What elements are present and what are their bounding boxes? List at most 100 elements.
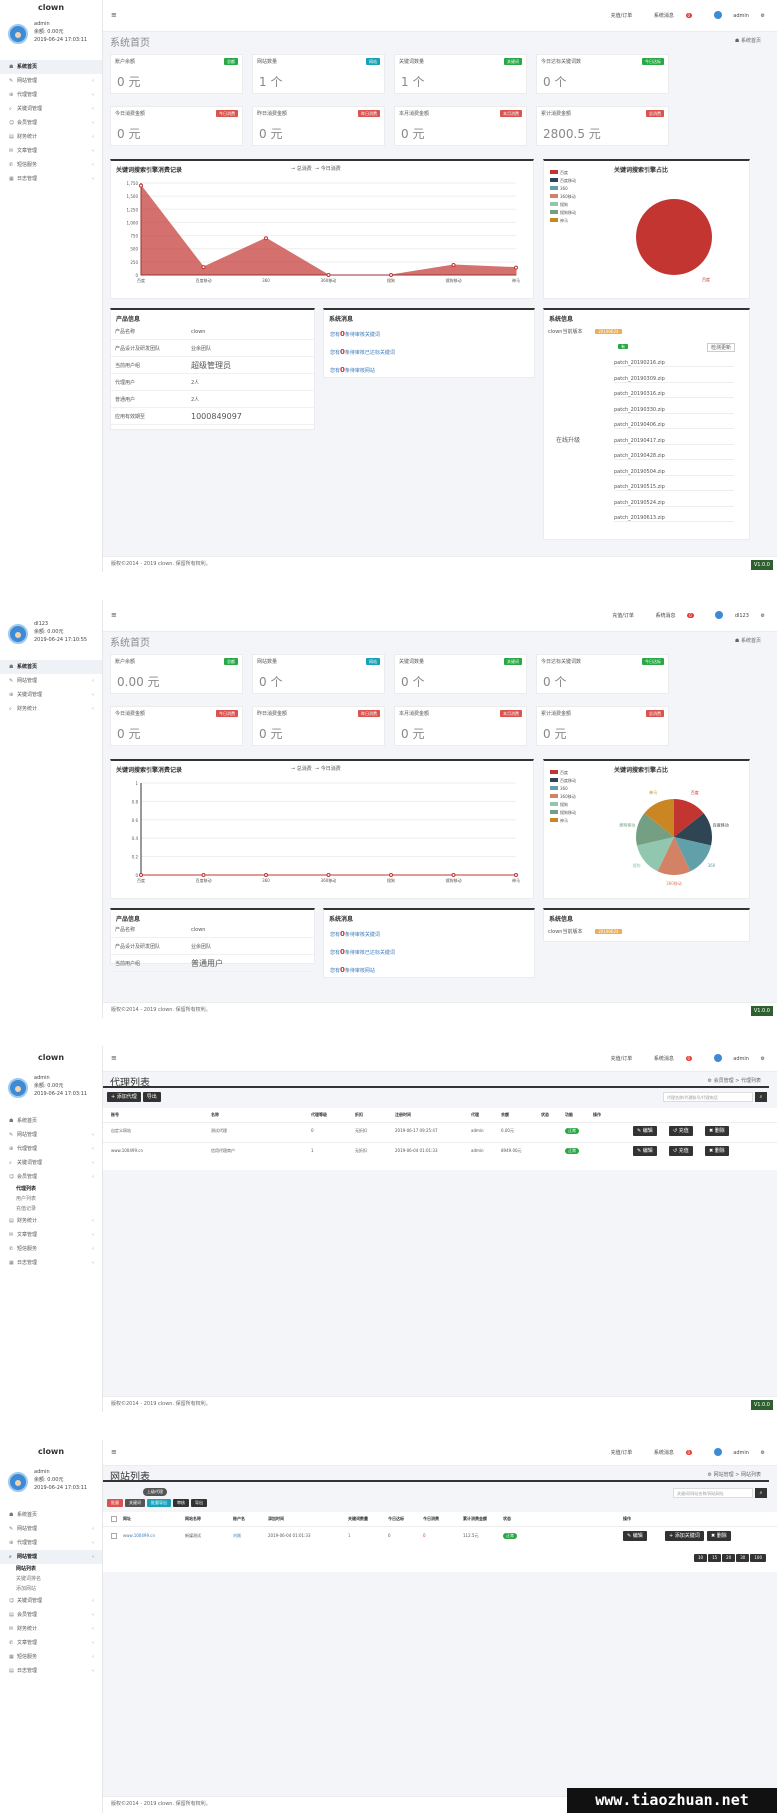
legend-item[interactable]: 神马: [550, 817, 576, 825]
avatar[interactable]: [8, 1472, 28, 1492]
sidebar-subitem[interactable]: 添加网站: [16, 1586, 37, 1592]
search-icon[interactable]: ⌕: [755, 1092, 767, 1102]
sidebar-item[interactable]: ☺ 会员管理 ‹: [0, 116, 102, 130]
sidebar-subitem[interactable]: 充值记录: [16, 1206, 37, 1212]
legend-item[interactable]: 360: [550, 185, 576, 193]
recharge-link[interactable]: 充值/订单: [610, 12, 633, 19]
settings-gear-icon[interactable]: ⚙: [760, 1449, 765, 1456]
export-button[interactable]: 导出: [142, 1092, 161, 1102]
row-action-button[interactable]: ↺ 充值: [669, 1126, 693, 1136]
recharge-link[interactable]: 充值/订单: [612, 612, 634, 619]
sidebar-item[interactable]: ✎ 网站管理 ‹: [0, 674, 102, 688]
legend-item[interactable]: 百度移动: [550, 777, 576, 785]
settings-gear-icon[interactable]: ⚙: [760, 1055, 765, 1062]
legend-item[interactable]: 360移动: [550, 793, 576, 801]
menu-toggle-icon[interactable]: ≡: [111, 1448, 117, 1456]
sidebar-item[interactable]: ⌕ 关键词管理 ‹: [0, 1156, 102, 1170]
settings-gear-icon[interactable]: ⚙: [760, 12, 765, 19]
legend-item[interactable]: 百度: [550, 769, 576, 777]
sidebar-item[interactable]: ⊕ 代理管理 ‹: [0, 88, 102, 102]
menu-toggle-icon[interactable]: ≡: [111, 1054, 117, 1062]
messages-link[interactable]: 系统消息 0: [645, 612, 694, 619]
breadcrumb[interactable]: ☗ 系统首页: [734, 638, 761, 644]
sidebar-item[interactable]: ☺ 关键词管理 ‹: [0, 1594, 102, 1608]
message-link[interactable]: 您有0条待审核网站: [330, 366, 375, 374]
sidebar-subitem[interactable]: 代理列表: [16, 1186, 37, 1192]
messages-link[interactable]: 系统消息 0: [644, 12, 693, 19]
patch-item[interactable]: patch_20190504.zip: [614, 469, 734, 476]
patch-item[interactable]: patch_20190515.zip: [614, 484, 734, 491]
legend-item[interactable]: 搜狗移动: [550, 809, 576, 817]
sidebar-item[interactable]: ☗ 系统首页: [0, 660, 102, 674]
page-size-button[interactable]: 30: [736, 1554, 750, 1562]
toolbar-button[interactable]: 导出: [191, 1499, 207, 1507]
sidebar-item[interactable]: ⌕ 网站管理 ‹: [0, 1550, 102, 1564]
page-size-button[interactable]: 100: [750, 1554, 766, 1562]
sidebar-item[interactable]: ▤ 财务统计 ‹: [0, 1214, 102, 1228]
sidebar-item[interactable]: ⊕ 代理管理 ‹: [0, 1142, 102, 1156]
sidebar-subitem[interactable]: 用户列表: [16, 1196, 37, 1202]
sidebar-item[interactable]: ☺ 会员管理 ‹: [0, 1170, 102, 1184]
row-action-button[interactable]: ✎ 编辑: [623, 1531, 647, 1541]
page-size-button[interactable]: 10: [693, 1554, 708, 1562]
sidebar-item[interactable]: ▤ 日志管理 ‹: [0, 1664, 102, 1678]
patch-item[interactable]: patch_20190316.zip: [614, 391, 734, 398]
user-menu[interactable]: admin: [704, 1448, 749, 1456]
sidebar-item[interactable]: ⊕ 代理管理 ‹: [0, 1536, 102, 1550]
sidebar-item[interactable]: ✎ 网站管理 ‹: [0, 74, 102, 88]
message-link[interactable]: 您有0条待审核网站: [330, 966, 375, 974]
sidebar-item[interactable]: ☗ 系统首页: [0, 1508, 102, 1522]
legend-item[interactable]: 搜狗: [550, 201, 576, 209]
pie-legend[interactable]: 百度 百度移动 360 360移动 搜狗 搜狗移动 神马: [550, 769, 576, 825]
message-link[interactable]: 您有0条待审核关键词: [330, 930, 380, 938]
legend-item[interactable]: 搜狗移动: [550, 209, 576, 217]
toolbar-button[interactable]: 批量: [107, 1499, 123, 1507]
breadcrumb[interactable]: ⚙ 会员管理 > 代理列表: [707, 1078, 761, 1084]
search-icon[interactable]: ⌕: [755, 1488, 767, 1498]
chart-legend[interactable]: ⊸ 总消费 ⊸ 今日消费: [291, 766, 341, 772]
sidebar-item[interactable]: ✉ 财务统计 ‹: [0, 1622, 102, 1636]
patch-item[interactable]: patch_20190613.zip: [614, 515, 734, 522]
sidebar-item[interactable]: ☗ 系统首页: [0, 1114, 102, 1128]
recharge-link[interactable]: 充值/订单: [610, 1055, 633, 1062]
sidebar-item[interactable]: ✆ 文章管理 ‹: [0, 1636, 102, 1650]
avatar[interactable]: [8, 624, 28, 644]
sidebar-item[interactable]: ✆ 短信服务 ‹: [0, 158, 102, 172]
sidebar-item[interactable]: ⌕ 关键词管理 ‹: [0, 102, 102, 116]
message-link[interactable]: 您有0条待审核关键词: [330, 330, 380, 338]
sidebar-item[interactable]: ☗ 系统首页: [0, 60, 102, 74]
search-input[interactable]: 代理名称/代理账号/代理电话: [663, 1092, 753, 1102]
sidebar-subitem[interactable]: 网站列表: [16, 1566, 37, 1572]
chart-legend[interactable]: ⊸ 总消费 ⊸ 今日消费: [291, 166, 341, 172]
legend-item[interactable]: 百度移动: [550, 177, 576, 185]
patch-item[interactable]: patch_20190216.zip: [614, 360, 734, 367]
sidebar-item[interactable]: ⊕ 关键词管理 ‹: [0, 688, 102, 702]
menu-toggle-icon[interactable]: ≡: [111, 611, 117, 619]
message-link[interactable]: 您有0条待审核已达标关键词: [330, 948, 395, 956]
add-agent-button[interactable]: + 添加代理: [107, 1092, 141, 1102]
breadcrumb[interactable]: ☗ 系统首页: [734, 38, 761, 44]
settings-gear-icon[interactable]: ⚙: [760, 612, 765, 619]
row-action-button[interactable]: + 添加关键词: [665, 1531, 704, 1541]
legend-item[interactable]: 神马: [550, 217, 576, 225]
sidebar-item[interactable]: ✎ 网站管理 ‹: [0, 1128, 102, 1142]
page-size-button[interactable]: 20: [722, 1554, 736, 1562]
sidebar-item[interactable]: ⌕ 财务统计 ‹: [0, 702, 102, 716]
sidebar-item[interactable]: ✉ 文章管理 ‹: [0, 1228, 102, 1242]
row-action-button[interactable]: ✖ 删除: [705, 1146, 729, 1156]
row-action-button[interactable]: ✖ 删除: [705, 1126, 729, 1136]
row-action-button[interactable]: ✎ 编辑: [633, 1146, 657, 1156]
toolbar-button[interactable]: 审核: [173, 1499, 189, 1507]
user-menu[interactable]: admin: [704, 11, 749, 19]
sidebar-item[interactable]: ▤ 会员管理 ‹: [0, 1608, 102, 1622]
messages-link[interactable]: 系统消息 0: [644, 1449, 693, 1456]
legend-item[interactable]: 搜狗: [550, 801, 576, 809]
row-checkbox[interactable]: [111, 1533, 117, 1539]
legend-item[interactable]: 360: [550, 785, 576, 793]
sidebar-subitem[interactable]: 关键词排名: [16, 1576, 42, 1582]
sidebar-item[interactable]: ▦ 日志管理 ‹: [0, 1256, 102, 1270]
messages-link[interactable]: 系统消息 0: [644, 1055, 693, 1062]
sidebar-item[interactable]: ▦ 日志管理 ‹: [0, 172, 102, 186]
recharge-link[interactable]: 充值/订单: [610, 1449, 633, 1456]
avatar[interactable]: [8, 24, 28, 44]
